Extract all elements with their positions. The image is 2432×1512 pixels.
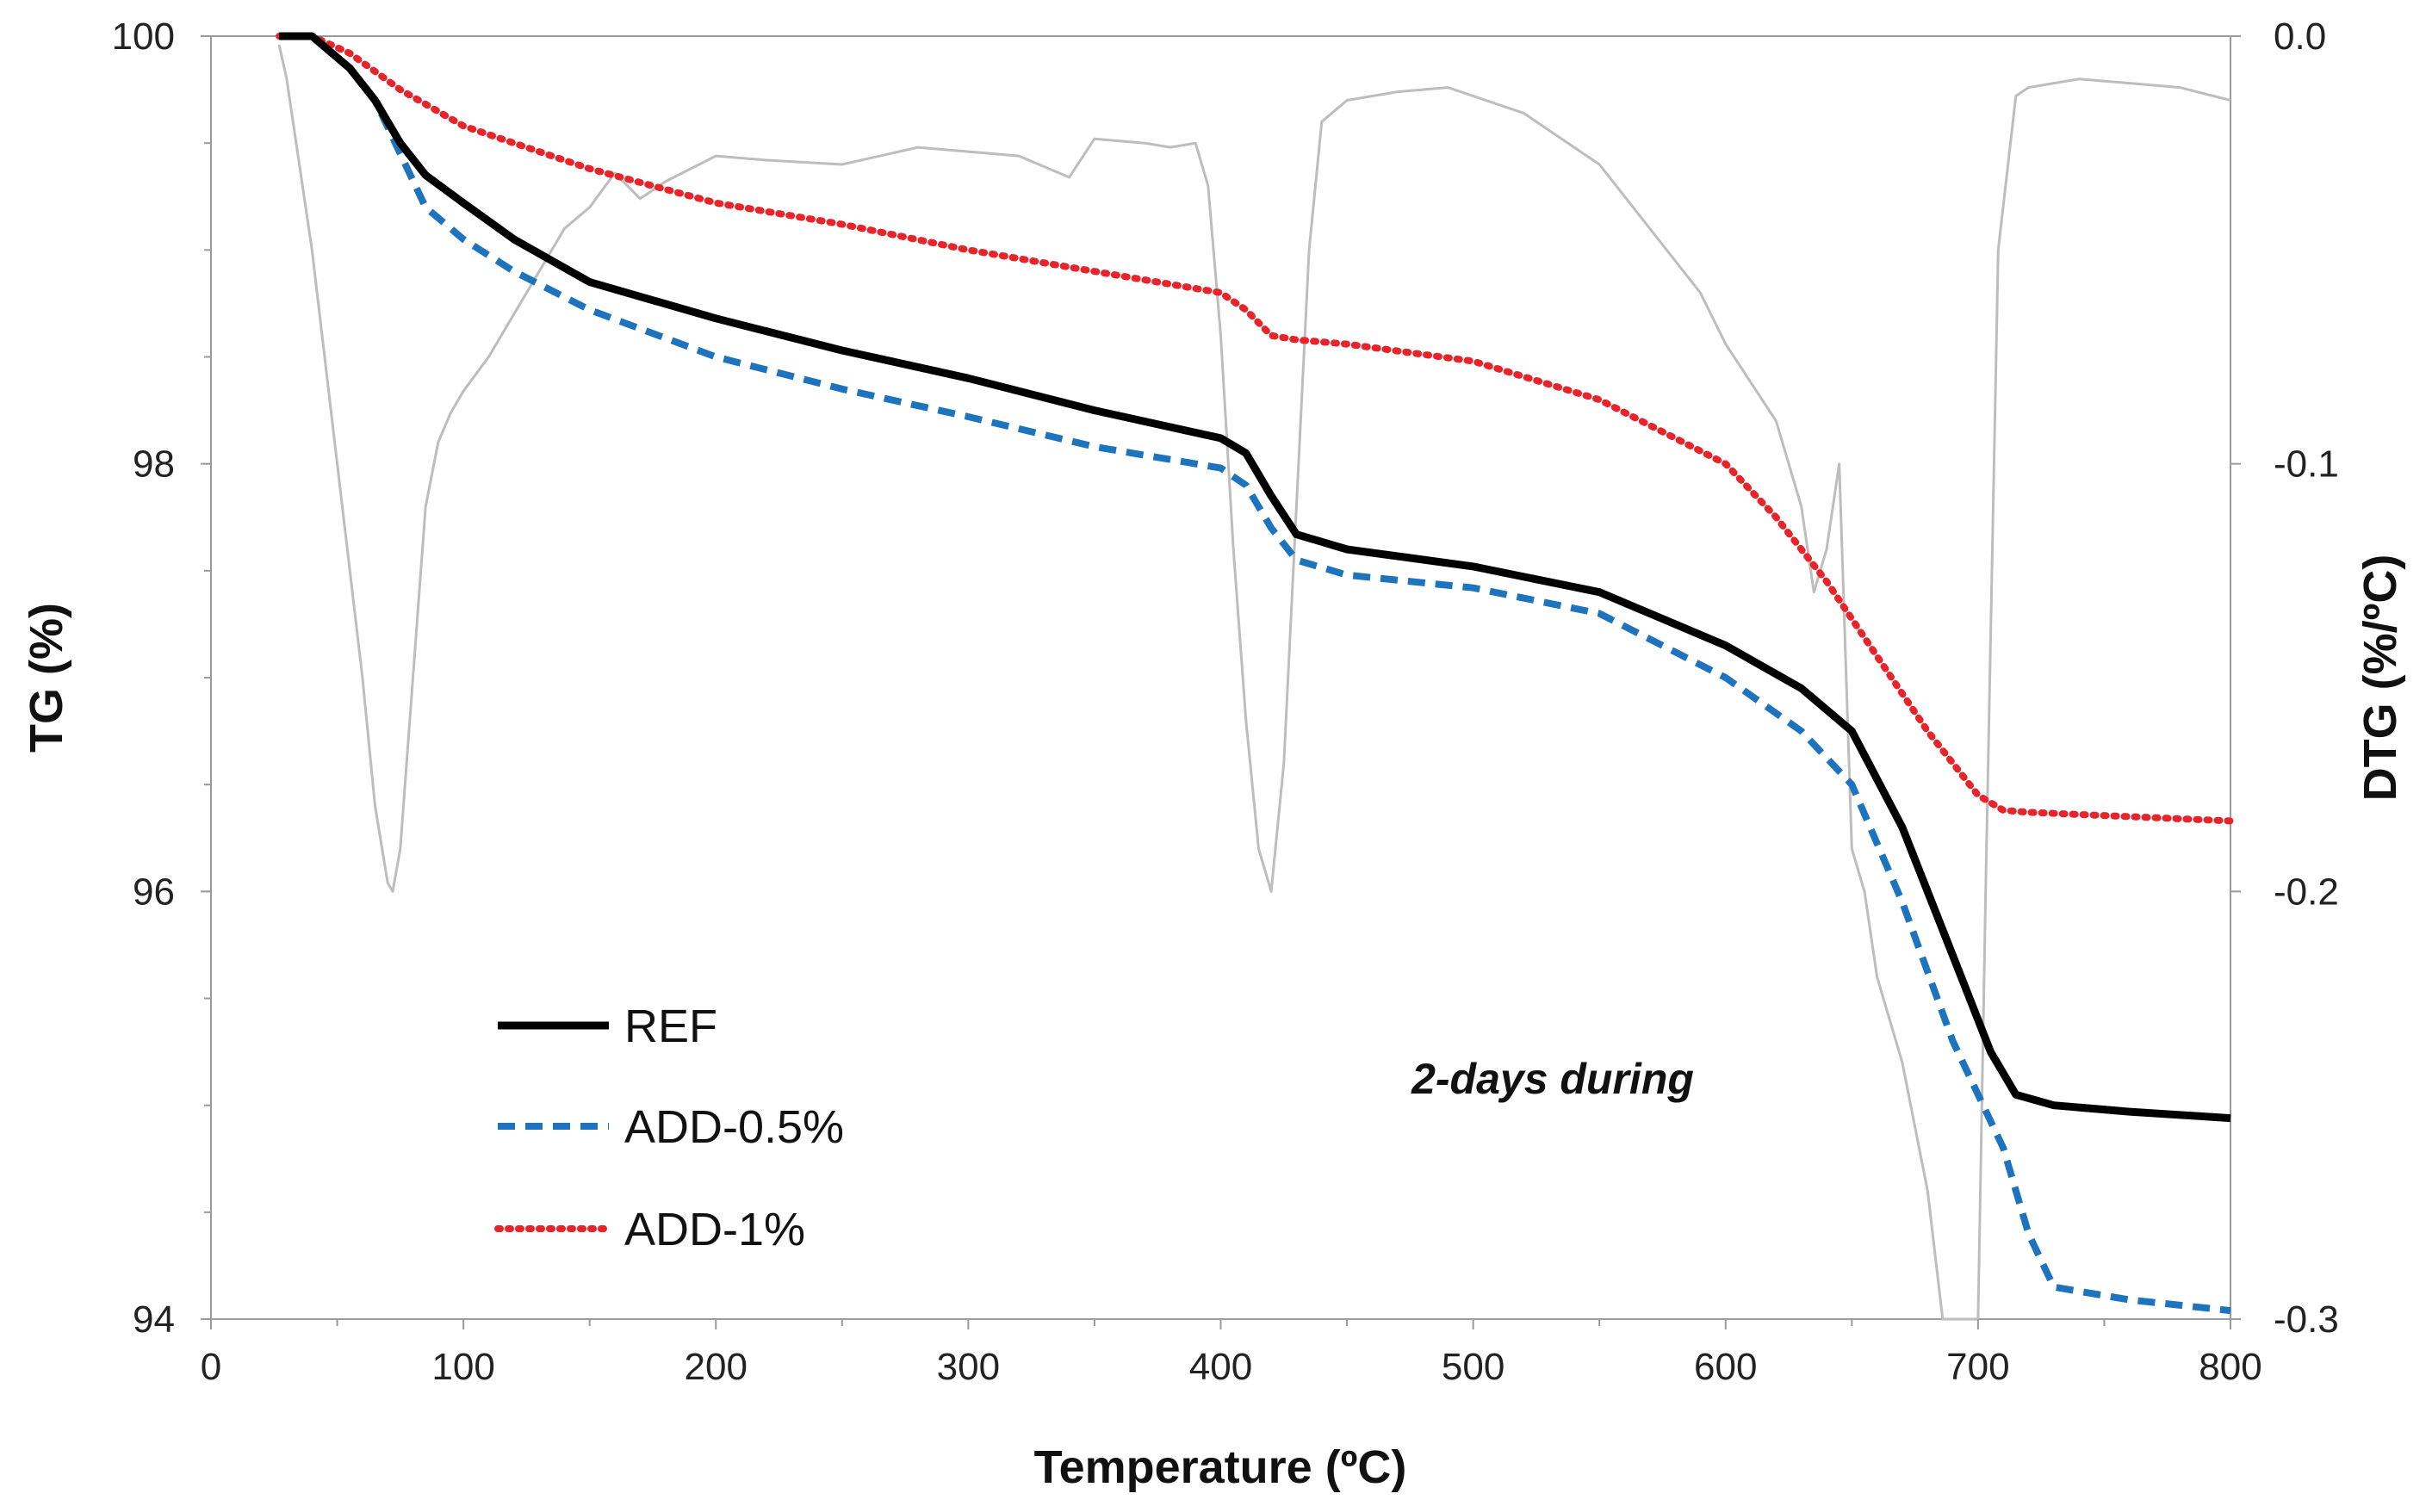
legend-label-add-1: ADD-1% — [624, 1204, 805, 1255]
tick-layer — [201, 35, 2241, 1329]
label-layer: 0 100 200 300 400 500 600 700 800 94 96 98 100 -0.3 -0… — [112, 15, 2339, 1388]
y-axis-title: TG (%) — [21, 603, 72, 753]
legend: REF ADD-0.5% ADD-1% — [494, 1001, 844, 1255]
y-tick-label: 100 — [112, 15, 175, 58]
y2-tick-label: -0.1 — [2274, 443, 2339, 486]
x-tick-label: 800 — [2199, 1346, 2261, 1388]
series-line-ref — [279, 32, 2231, 1123]
series-layer — [276, 32, 2234, 1321]
x-tick-label: 100 — [431, 1346, 494, 1388]
legend-label-add-0-5: ADD-0.5% — [624, 1101, 844, 1153]
x-tick-label: 200 — [685, 1346, 748, 1388]
x-tick-label: 400 — [1189, 1346, 1252, 1388]
x-tick-label: 700 — [1946, 1346, 2009, 1388]
x-axis-title: Temperature (ºC) — [1034, 1441, 1407, 1493]
y2-tick-label: -0.2 — [2274, 871, 2339, 913]
x-tick-label: 600 — [1694, 1346, 1757, 1388]
y-tick-label: 96 — [133, 871, 175, 913]
series-line-add-0-5 — [279, 33, 2231, 1315]
chart-annotation: 2-days during — [1411, 1055, 1694, 1103]
x-tick-label: 0 — [201, 1346, 221, 1388]
y-tick-label: 94 — [133, 1298, 175, 1341]
x-tick-label: 500 — [1442, 1346, 1504, 1388]
legend-label-ref: REF — [624, 1001, 717, 1052]
series-line-dtg — [277, 44, 2231, 1321]
y2-tick-label: -0.3 — [2274, 1298, 2339, 1341]
series-line-add-1 — [276, 33, 2234, 825]
y-tick-label: 98 — [133, 443, 175, 486]
x-tick-label: 300 — [937, 1346, 1000, 1388]
y2-axis-title: DTG (%/ºC) — [2354, 555, 2406, 802]
y2-tick-label: 0.0 — [2274, 15, 2326, 58]
